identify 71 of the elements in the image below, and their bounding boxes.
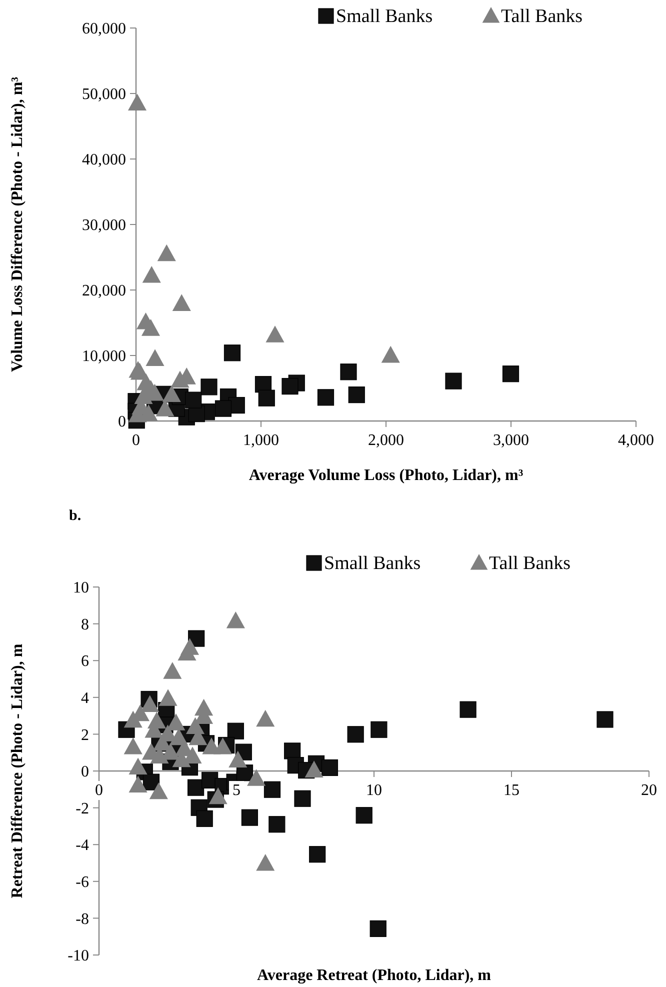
- point: [268, 816, 286, 833]
- legend-label: Tall Banks: [489, 553, 571, 574]
- point: [226, 611, 245, 628]
- y-tick-label: 10: [73, 580, 89, 597]
- y-tick-label: 0: [118, 414, 126, 431]
- y-tick-label: -6: [76, 874, 89, 891]
- x-tick-label: 1,000: [243, 432, 279, 449]
- x-tick-label: 0: [132, 432, 140, 449]
- x-tick-label: 5: [232, 782, 240, 799]
- point: [149, 782, 168, 800]
- point: [124, 737, 142, 754]
- x-tick-label: 15: [504, 782, 520, 799]
- point: [256, 710, 275, 727]
- point: [294, 790, 311, 807]
- point: [370, 721, 388, 738]
- point: [188, 779, 204, 796]
- y-tick-label: 8: [81, 616, 89, 634]
- x-axis-title: Average Volume Loss (Photo, Lidar), m³: [248, 467, 524, 484]
- point: [356, 807, 372, 824]
- legend-label: Small Banks: [324, 553, 421, 574]
- y-tick-label: 10,000: [82, 348, 126, 366]
- y-tick-label: 40,000: [82, 152, 126, 169]
- y-tick-label: 0: [81, 764, 89, 781]
- point: [264, 781, 281, 798]
- y-tick-label: 4: [81, 690, 89, 707]
- x-tick-label: 20: [641, 782, 657, 799]
- point: [147, 712, 166, 729]
- x-tick-label: 4,000: [618, 432, 654, 449]
- y-tick-label: -4: [76, 837, 89, 854]
- x-axis-title: Average Retreat (Photo, Lidar), m: [257, 967, 492, 984]
- y-tick-label: 6: [81, 653, 89, 670]
- point: [166, 714, 186, 730]
- point: [347, 726, 364, 743]
- y-tick-label: -8: [76, 910, 89, 928]
- legend-label: Small Banks: [336, 6, 433, 27]
- point: [163, 662, 182, 679]
- y-tick-label: 60,000: [82, 20, 126, 38]
- point: [309, 846, 326, 863]
- x-tick-label: 10: [366, 782, 382, 799]
- point: [227, 722, 244, 740]
- point: [128, 776, 148, 793]
- point: [208, 787, 228, 804]
- y-tick-label: 2: [81, 726, 89, 744]
- point: [228, 750, 248, 768]
- x-tick-label: 3,000: [493, 432, 529, 449]
- point: [196, 810, 213, 827]
- y-axis-title: Volume Loss Difference (Photo - Lidar), m³: [9, 76, 26, 372]
- point: [321, 759, 338, 776]
- point: [241, 809, 258, 826]
- point: [186, 717, 205, 734]
- point: [158, 689, 178, 706]
- legend-label: Tall Banks: [501, 6, 583, 27]
- y-tick-label: 50,000: [82, 86, 126, 104]
- x-tick-label: 2,000: [368, 432, 404, 449]
- y-tick-label: -2: [76, 800, 89, 818]
- point: [202, 737, 221, 754]
- y-tick-label: 20,000: [82, 282, 126, 300]
- y-axis-title: Retreat Difference (Photo - Lidar), m: [9, 643, 26, 898]
- point: [140, 695, 160, 712]
- point: [256, 854, 275, 871]
- chart-title: b.: [69, 508, 82, 524]
- y-tick-label: -10: [68, 948, 89, 965]
- point: [460, 701, 476, 718]
- point: [124, 710, 142, 728]
- point: [596, 711, 614, 728]
- point: [180, 638, 200, 655]
- point: [128, 758, 148, 775]
- y-tick-label: 30,000: [82, 217, 126, 234]
- point: [247, 769, 266, 786]
- point: [370, 920, 386, 937]
- point: [304, 760, 324, 778]
